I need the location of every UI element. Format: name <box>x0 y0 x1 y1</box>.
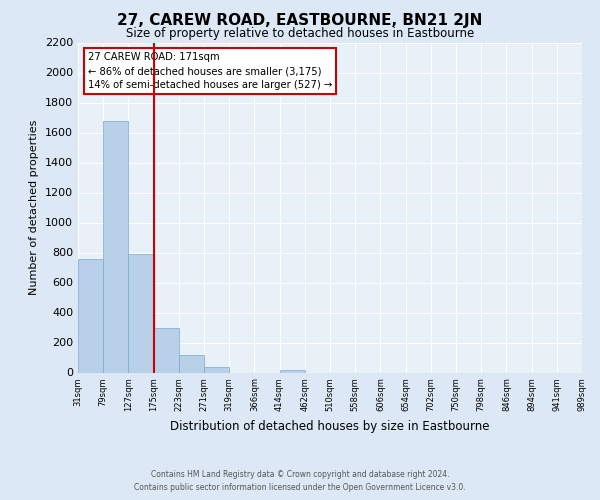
Bar <box>154 328 179 372</box>
X-axis label: Distribution of detached houses by size in Eastbourne: Distribution of detached houses by size … <box>170 420 490 432</box>
Text: 27, CAREW ROAD, EASTBOURNE, BN21 2JN: 27, CAREW ROAD, EASTBOURNE, BN21 2JN <box>118 12 482 28</box>
Bar <box>179 355 204 372</box>
Bar <box>103 120 128 372</box>
Text: Contains HM Land Registry data © Crown copyright and database right 2024.
Contai: Contains HM Land Registry data © Crown c… <box>134 470 466 492</box>
Y-axis label: Number of detached properties: Number of detached properties <box>29 120 40 295</box>
Bar <box>78 258 103 372</box>
Text: 27 CAREW ROAD: 171sqm
← 86% of detached houses are smaller (3,175)
14% of semi-d: 27 CAREW ROAD: 171sqm ← 86% of detached … <box>88 52 332 90</box>
Bar <box>128 254 154 372</box>
Bar <box>204 367 229 372</box>
Text: Size of property relative to detached houses in Eastbourne: Size of property relative to detached ho… <box>126 28 474 40</box>
Bar <box>280 370 305 372</box>
